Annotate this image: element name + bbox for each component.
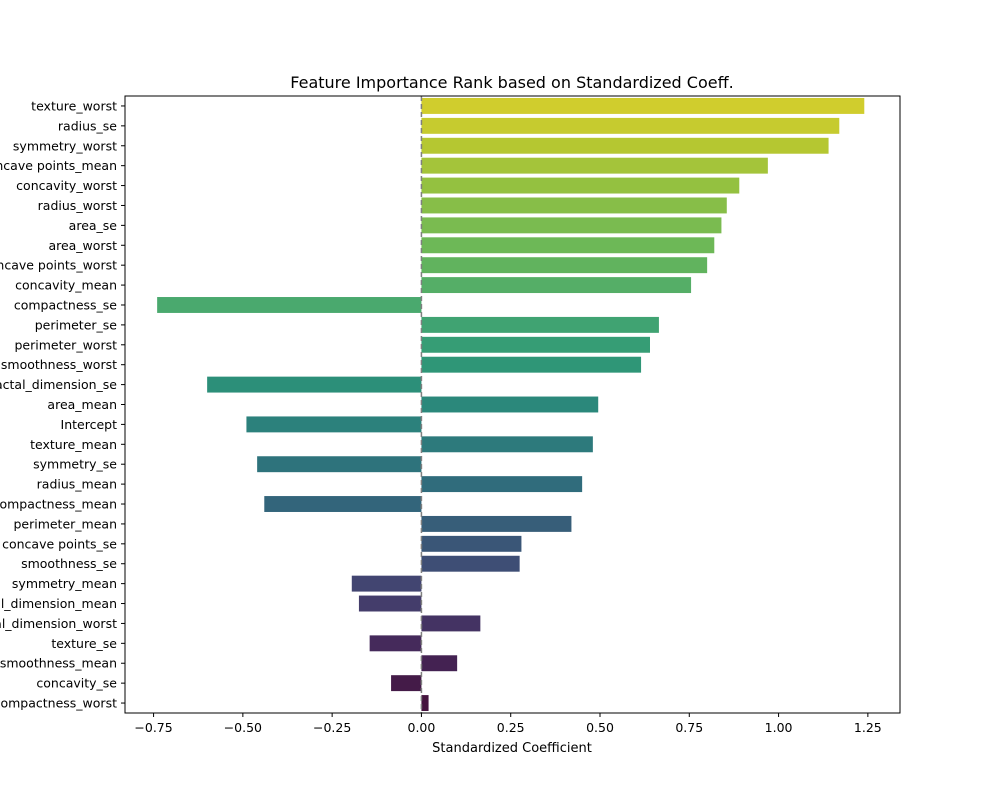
y-tick-label: area_mean [47, 397, 117, 412]
bar-area_worst [421, 237, 715, 254]
y-tick-label: radius_se [58, 118, 117, 133]
bar-concavity_se [391, 675, 422, 692]
x-tick-label: −0.50 [224, 720, 262, 735]
bar-symmetry_worst [421, 137, 829, 154]
bar-perimeter_worst [421, 336, 650, 353]
y-tick-label: concavity_mean [15, 278, 117, 293]
bar-Intercept [246, 416, 422, 433]
y-tick-label: compactness_mean [0, 497, 117, 512]
y-tick-label: symmetry_worst [13, 138, 117, 153]
y-tick-label: compactness_se [14, 297, 117, 312]
bar-symmetry_mean [351, 575, 422, 592]
x-tick-label: 0.50 [586, 720, 614, 735]
y-tick-label: fractal_dimension_worst [0, 616, 117, 631]
y-tick-label: concavity_worst [16, 178, 117, 193]
bar-radius_worst [421, 197, 727, 214]
x-tick-label: −0.75 [134, 720, 172, 735]
x-tick-label: 1.00 [765, 720, 793, 735]
y-tick-label: fractal_dimension_se [0, 377, 117, 392]
bar-compactness_mean [264, 496, 422, 512]
y-tick-label: smoothness_se [21, 556, 117, 571]
y-tick-label: Intercept [61, 417, 118, 432]
bar-symmetry_se [257, 456, 422, 473]
bar-perimeter_mean [421, 515, 572, 532]
y-tick-label: texture_worst [31, 98, 117, 113]
bar-concavity_worst [421, 177, 740, 194]
y-tick-label: radius_worst [38, 198, 117, 213]
y-tick-label: perimeter_worst [14, 337, 117, 352]
y-tick-label: radius_mean [37, 477, 117, 492]
bar-smoothness_worst [421, 356, 642, 373]
x-tick-label: −0.25 [313, 720, 351, 735]
bar-texture_se [369, 635, 422, 652]
bar-concave-points_mean [421, 157, 768, 174]
y-tick-label: smoothness_worst [1, 357, 117, 372]
bar-texture_mean [421, 436, 593, 453]
bar-fractal_dimension_se [207, 376, 422, 393]
bar-concavity_mean [421, 277, 692, 294]
y-tick-label: compactness_worst [0, 696, 117, 711]
bar-perimeter_se [421, 316, 659, 333]
y-tick-label: area_worst [48, 238, 117, 253]
y-tick-label: fractal_dimension_mean [0, 596, 117, 611]
x-tick-label: 0.00 [408, 720, 436, 735]
x-axis: −0.75 −0.50 −0.25 0.00 0.25 0.50 0.75 1.00 1.25 [134, 713, 882, 735]
y-tick-label: texture_mean [30, 437, 117, 452]
x-axis-label: Standardized Coefficient [432, 741, 592, 756]
bar-compactness_se [157, 297, 422, 313]
y-axis: texture_worst radius_se symmetry_worstconc… [0, 98, 125, 711]
x-tick-label: 1.25 [854, 720, 882, 735]
bar-concave-points_se [421, 535, 522, 552]
y-tick-label: perimeter_se [35, 317, 118, 332]
bar-area_mean [421, 396, 599, 413]
bar-radius_se [421, 117, 840, 134]
bar-smoothness_mean [421, 655, 458, 672]
y-tick-label: texture_se [51, 636, 117, 651]
y-tick-label: smoothness_mean [0, 656, 117, 671]
y-tick-label: symmetry_se [33, 457, 117, 472]
x-tick-label: 0.75 [675, 720, 703, 735]
y-tick-label: concave points_mean [0, 158, 117, 173]
x-tick-label: 0.25 [497, 720, 525, 735]
bar-smoothness_se [421, 555, 520, 572]
bar-compactness_worst [421, 695, 429, 712]
bar-fractal_dimension_mean [358, 595, 422, 612]
bars-group [157, 97, 865, 712]
y-tick-label: concave points_se [2, 536, 117, 551]
y-tick-label: area_se [69, 218, 118, 233]
y-tick-label: symmetry_mean [12, 576, 117, 591]
bar-area_se [421, 217, 722, 234]
bar-fractal_dimension_worst [421, 615, 481, 632]
bar-radius_mean [421, 476, 583, 493]
bar-texture_worst [421, 97, 865, 114]
y-tick-label: concavity_se [36, 676, 117, 691]
y-tick-label: perimeter_mean [13, 516, 117, 531]
y-tick-label: concave points_worst [0, 258, 117, 273]
chart-title: Feature Importance Rank based on Standar… [290, 73, 733, 92]
bar-concave-points_worst [421, 257, 708, 274]
